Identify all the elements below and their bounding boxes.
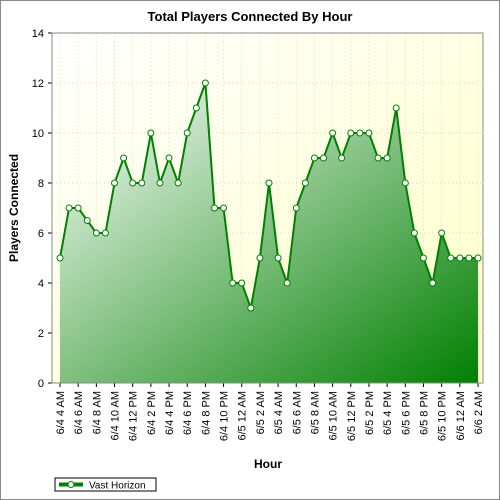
x-tick-label: 6/4 6 AM (73, 391, 85, 434)
x-tick-label: 6/5 4 PM (382, 391, 394, 435)
x-tick-label: 6/4 2 PM (146, 391, 158, 435)
x-tick-label: 6/5 12 AM (237, 391, 249, 441)
x-tick-label: 6/5 2 AM (255, 391, 267, 434)
legend-box (54, 477, 157, 492)
x-tick-label: 6/6 2 AM (473, 391, 485, 434)
point (383, 154, 391, 162)
point (65, 204, 73, 212)
point (274, 254, 282, 262)
x-tick-label: 6/4 8 AM (91, 391, 103, 434)
point (165, 154, 173, 162)
point (410, 229, 418, 237)
point (201, 79, 209, 87)
x-tick-label: 6/5 6 AM (291, 391, 303, 434)
point (183, 129, 191, 137)
point (156, 179, 164, 187)
plot-border (51, 32, 484, 384)
point (256, 254, 264, 262)
y-tick-label: 10 (32, 128, 44, 140)
point (329, 129, 337, 137)
point (347, 129, 355, 137)
point (365, 129, 373, 137)
point (320, 154, 328, 162)
x-axis-title: Hour (254, 457, 282, 471)
point (56, 254, 64, 262)
point (238, 279, 246, 287)
chart-title: Total Players Connected By Hour (148, 9, 353, 24)
point (74, 204, 82, 212)
x-tick-label: 6/4 4 AM (55, 391, 67, 434)
point (174, 179, 182, 187)
point (92, 229, 100, 237)
point (210, 204, 218, 212)
point (474, 254, 482, 262)
y-tick-label: 2 (38, 328, 44, 340)
point (83, 217, 91, 224)
x-tick-label: 6/5 12 PM (346, 391, 358, 441)
point (429, 279, 437, 287)
point (392, 104, 400, 112)
point (192, 104, 200, 112)
point (419, 254, 427, 262)
point (456, 254, 464, 262)
point (338, 154, 346, 162)
x-tick-label: 6/5 10 PM (437, 391, 449, 441)
point (111, 179, 119, 187)
point (247, 304, 255, 312)
y-tick-label: 8 (38, 178, 44, 190)
point (401, 179, 409, 187)
x-tick-label: 6/4 6 PM (182, 391, 194, 435)
y-tick-label: 14 (32, 28, 44, 40)
y-tick-label: 12 (32, 78, 44, 90)
point (129, 179, 137, 187)
x-tick-label: 6/5 4 AM (273, 391, 285, 434)
point (147, 129, 155, 137)
point (310, 154, 318, 162)
point (120, 154, 128, 162)
x-tick-label: 6/5 8 AM (309, 391, 321, 434)
point (292, 204, 300, 212)
x-tick-label: 6/4 4 PM (164, 391, 176, 435)
point (301, 179, 309, 187)
x-tick-label: 6/4 8 PM (200, 391, 212, 435)
legend-label: Vast Horizon (89, 481, 146, 492)
x-tick-label: 6/5 6 PM (400, 391, 412, 435)
point (447, 254, 455, 262)
x-tick-label: 6/4 10 PM (219, 391, 231, 441)
point (101, 229, 109, 237)
x-tick-label: 6/5 8 PM (418, 391, 430, 435)
point (265, 179, 273, 187)
y-tick-label: 0 (38, 378, 44, 390)
point (374, 154, 382, 162)
point (356, 129, 364, 137)
y-axis-title: Players Connected (7, 154, 21, 262)
x-tick-label: 6/4 12 PM (128, 391, 140, 441)
y-tick-label: 4 (38, 278, 44, 290)
point (229, 279, 237, 287)
point (283, 279, 291, 287)
point (465, 254, 473, 262)
x-tick-label: 6/5 10 AM (328, 391, 340, 441)
point (138, 179, 146, 187)
legend-marker (67, 481, 75, 488)
x-tick-label: 6/5 2 PM (364, 391, 376, 435)
x-tick-label: 6/6 12 AM (455, 391, 467, 441)
point (220, 204, 228, 212)
y-tick-label: 6 (38, 228, 44, 240)
area (60, 83, 478, 383)
x-tick-label: 6/4 10 AM (110, 391, 122, 441)
point (438, 229, 446, 237)
